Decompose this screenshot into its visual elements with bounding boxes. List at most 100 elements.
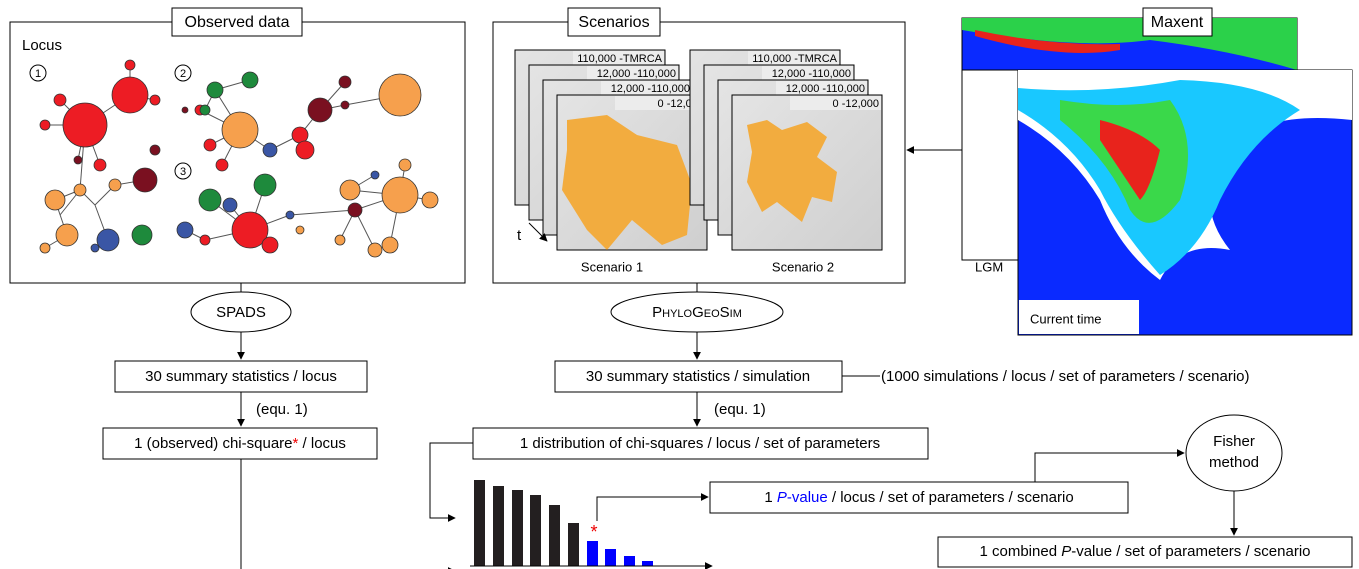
haplotype: [340, 180, 360, 200]
locus-number: 2: [180, 68, 186, 80]
period-label: 110,000 -TMRCA: [577, 53, 662, 65]
text-part: / locus / set of parameters / scenario: [828, 489, 1074, 506]
haplotype: [399, 159, 411, 171]
haplotype: [182, 107, 188, 113]
method-label: Fisher: [1213, 433, 1255, 450]
haplotype: [133, 168, 157, 192]
haplotype: [54, 94, 66, 106]
text-part: P: [777, 489, 787, 506]
haplotype: [45, 190, 65, 210]
step-label: 1 distribution of chi-squares / locus / …: [520, 435, 880, 452]
haplotype: [97, 229, 119, 251]
hist-bar: [549, 505, 560, 566]
panel-title: Scenarios: [578, 14, 649, 31]
step-label: 1 P-value / locus / set of parameters / …: [764, 489, 1073, 506]
haplotype: [63, 103, 107, 147]
haplotype: [368, 243, 382, 257]
haplotype: [40, 243, 50, 253]
method-label: PhyloGeoSim: [652, 304, 742, 321]
arrow: [597, 497, 708, 521]
haplotype: [56, 224, 78, 246]
haplotype: [150, 95, 160, 105]
locus-label: Locus: [22, 37, 62, 54]
period-label: 12,000 -110,000: [611, 83, 690, 95]
text-part: -value / set of parameters / scenario: [1071, 543, 1310, 560]
scenario-maps: 110,000 -TMRCA 12,000 -110,000 12,000 -110…: [515, 50, 882, 250]
hist-bar: [642, 561, 653, 566]
layer-label: LGM: [975, 259, 1003, 274]
haplotype: [382, 177, 418, 213]
hist-bar: [474, 480, 485, 566]
scenario-label: Scenario 2: [772, 259, 834, 274]
haplotype: [371, 171, 379, 179]
haplotype: [199, 189, 221, 211]
panel-title: Maxent: [1151, 14, 1204, 31]
step-label: 30 summary statistics / simulation: [586, 368, 810, 385]
haplotype: [207, 82, 223, 98]
scenario-label: Scenario 1: [581, 259, 643, 274]
text-part: 1: [764, 489, 777, 506]
haplotype: [112, 77, 148, 113]
panel-title: Observed data: [185, 14, 290, 31]
step-label: 1 (observed) chi-square* / locus: [134, 435, 346, 452]
haplotype: [200, 235, 210, 245]
haplotype: [91, 244, 99, 252]
haplotype: [94, 159, 106, 171]
step-label: 1 combined P-value / set of parameters /…: [979, 543, 1310, 560]
asterisk: *: [590, 522, 597, 542]
text-part: -value: [787, 489, 828, 506]
note: (1000 simulations / locus / set of param…: [881, 368, 1250, 385]
haplotype: [74, 184, 86, 196]
equation-label: (equ. 1): [256, 401, 308, 418]
haplotype: [150, 145, 160, 155]
layer-label: Current time: [1030, 311, 1102, 326]
maxent-maps: LGM Current time Maxent: [962, 8, 1352, 335]
haplotype: [296, 141, 314, 159]
locus-number: 3: [180, 166, 186, 178]
haplotype: [109, 179, 121, 191]
period-label: 12,000 -110,000: [786, 83, 865, 95]
haplotype: [125, 60, 135, 70]
lgm-label-area: [962, 70, 1018, 260]
period-label: 110,000 -TMRCA: [752, 53, 837, 65]
haplotype: [200, 105, 210, 115]
haplotype: [132, 225, 152, 245]
haplotype: [292, 127, 308, 143]
arrow: [241, 459, 455, 569]
method-label: method: [1209, 454, 1259, 471]
haplotype: [422, 192, 438, 208]
haplotype: [341, 101, 349, 109]
text-part: P: [1061, 543, 1071, 560]
text-part: 1 combined: [979, 543, 1061, 560]
haplotype: [379, 74, 421, 116]
text-part: / locus: [298, 435, 346, 452]
arrow: [1035, 453, 1184, 482]
haplotype: [296, 226, 304, 234]
haplotype: [242, 72, 258, 88]
hist-bar: [530, 495, 541, 566]
haplotype: [263, 143, 277, 157]
step-label: 30 summary statistics / locus: [145, 368, 337, 385]
haplotype: [204, 139, 216, 151]
haplotype: [216, 159, 228, 171]
haplotype: [254, 174, 276, 196]
hist-bar: [587, 541, 598, 566]
haplotype: [40, 120, 50, 130]
arrow: [430, 443, 473, 518]
locus-number: 1: [35, 68, 41, 80]
hist-bar: [624, 556, 635, 566]
haplotype: [348, 203, 362, 217]
period-label: 12,000 -110,000: [772, 68, 851, 80]
haplotype: [262, 237, 278, 253]
method-label: SPADS: [216, 304, 266, 321]
hist-bar: [512, 490, 523, 566]
hist-bar: [605, 549, 616, 566]
period-label: 12,000 -110,000: [597, 68, 676, 80]
text-part: 1 (observed) chi-square: [134, 435, 292, 452]
hist-bar: [493, 486, 504, 566]
period-label: 0 -12,000: [833, 98, 879, 110]
haplotype: [286, 211, 294, 219]
equation-label: (equ. 1): [714, 401, 766, 418]
haplotype: [335, 235, 345, 245]
haplotype: [339, 76, 351, 88]
